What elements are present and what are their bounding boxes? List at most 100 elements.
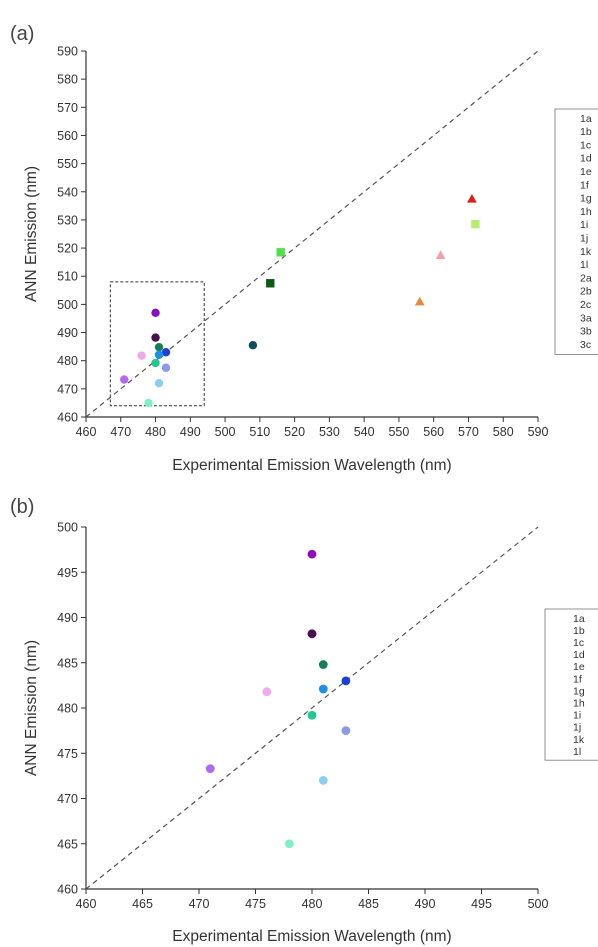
x-tick-label: 470: [110, 425, 131, 439]
x-axis-title: Experimental Emission Wavelength (nm): [172, 928, 451, 945]
data-point-2c: [266, 279, 275, 288]
legend-label-1k: 1k: [573, 734, 585, 746]
x-tick-label: 500: [215, 425, 236, 439]
data-point-1a: [307, 710, 317, 720]
y-tick-label: 490: [57, 611, 78, 625]
panel-b: (b) 460 465 470 475 480 485 490 495 500 460 465 470 4…: [10, 496, 598, 945]
x-tick-label: 540: [354, 425, 375, 439]
y-tick-label: 510: [57, 270, 78, 284]
data-point-1f: [154, 350, 164, 359]
y-tick-label: 465: [57, 837, 78, 851]
data-point-1j: [151, 308, 160, 318]
legend-label-1b: 1b: [573, 625, 585, 637]
y-tick-label: 470: [57, 382, 78, 396]
legend-label-1j: 1j: [580, 233, 588, 245]
y-tick-label: 485: [57, 656, 78, 670]
x-tick-label: 475: [245, 897, 266, 911]
data-point-1c: [318, 660, 328, 669]
data-point-3a: [414, 296, 425, 306]
data-point-1b: [285, 839, 294, 849]
data-point-1h: [318, 776, 328, 785]
x-tick-label: 460: [76, 425, 97, 439]
y-tick-label: 570: [57, 101, 78, 115]
legend-label-1d: 1d: [580, 153, 592, 165]
x-tick-label: 460: [76, 897, 97, 911]
y-tick-label: 520: [57, 242, 78, 256]
data-point-1d: [248, 341, 258, 350]
data-point-3c: [467, 193, 477, 203]
legend-label-1k: 1k: [580, 246, 592, 258]
legend-label-2a: 2a: [580, 272, 592, 284]
legend-label-1i: 1i: [580, 219, 588, 231]
y-axis-title: ANN Emission (nm): [23, 640, 40, 776]
data-point-2b: [276, 248, 285, 257]
legend-label-1e: 1e: [573, 661, 585, 673]
y-tick-label: 470: [57, 792, 78, 806]
data-point-1b: [144, 398, 153, 408]
y-tick-label: 590: [57, 45, 78, 59]
y-tick-label: 500: [57, 521, 78, 535]
x-tick-label: 550: [388, 425, 409, 439]
y-tick-label: 530: [57, 213, 78, 227]
data-point-1e: [161, 348, 171, 357]
y-tick-label: 500: [57, 298, 78, 312]
legend-label-1f: 1f: [580, 179, 589, 191]
legend-label-1l: 1l: [573, 746, 581, 758]
legend-label-1g: 1g: [580, 193, 592, 205]
data-point-1f: [318, 684, 328, 694]
x-tick-label: 590: [528, 425, 549, 439]
legend-label-1i: 1i: [573, 710, 581, 722]
y-tick-label: 580: [57, 73, 78, 87]
legend: [554, 108, 598, 355]
x-tick-label: 560: [423, 425, 444, 439]
y-tick-label: 480: [57, 354, 78, 368]
legend-label-1a: 1a: [573, 613, 585, 625]
data-point-1c: [154, 342, 164, 352]
legend-label-3a: 3a: [580, 312, 592, 324]
legend-label-1a: 1a: [580, 113, 592, 125]
data-point-1i: [307, 629, 317, 639]
y-tick-label: 460: [57, 883, 78, 897]
zoom-region-box: [109, 281, 205, 407]
x-tick-label: 570: [458, 425, 479, 439]
data-point-1a: [151, 358, 160, 368]
panel-label: (b): [10, 496, 34, 518]
y-tick-label: 480: [57, 702, 78, 716]
x-tick-label: 490: [180, 425, 201, 439]
legend-label-1h: 1h: [580, 206, 592, 218]
legend-label-2b: 2b: [580, 286, 592, 298]
y-tick-label: 475: [57, 747, 78, 761]
y-tick-label: 550: [57, 157, 78, 171]
data-point-1i: [151, 333, 160, 342]
legend-label-1e: 1e: [580, 166, 592, 178]
y-tick-label: 460: [57, 411, 78, 425]
x-tick-label: 480: [302, 897, 323, 911]
x-tick-label: 495: [471, 897, 492, 911]
x-tick-label: 480: [145, 425, 166, 439]
x-tick-label: 470: [189, 897, 210, 911]
data-point-1l: [137, 351, 146, 360]
x-tick-label: 490: [415, 897, 436, 911]
x-tick-label: 530: [319, 425, 340, 439]
y-tick-label: 560: [57, 129, 78, 143]
x-tick-label: 485: [358, 897, 379, 911]
legend-label-1g: 1g: [573, 685, 585, 697]
parity-line: [85, 526, 539, 890]
legend-label-3c: 3c: [580, 339, 591, 351]
legend-label-1f: 1f: [573, 673, 582, 685]
legend-label-1b: 1b: [580, 126, 592, 138]
panel-a: (a) 460 470 480 490 500 510 520 530 540 550 560 570 5…: [10, 23, 598, 474]
x-tick-label: 465: [132, 897, 153, 911]
data-point-2a: [471, 219, 480, 229]
data-point-1e: [341, 676, 351, 686]
data-point-1k: [205, 764, 215, 774]
legend-label-1d: 1d: [573, 649, 585, 661]
x-tick-label: 520: [284, 425, 305, 439]
y-tick-label: 495: [57, 566, 78, 580]
legend-label-3b: 3b: [580, 326, 592, 338]
data-point-1h: [154, 379, 164, 388]
parity-line: [85, 50, 539, 418]
data-point-1g: [341, 726, 351, 736]
y-tick-label: 540: [57, 185, 78, 199]
legend-label-1h: 1h: [573, 698, 585, 710]
